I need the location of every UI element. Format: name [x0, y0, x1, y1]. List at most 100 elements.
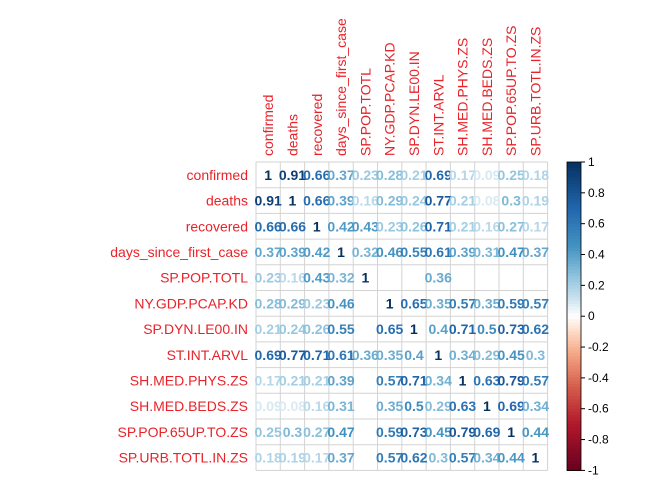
cell-value-label: 0.71: [449, 321, 476, 337]
heatmap-cell: [377, 264, 402, 291]
cell-value-label: 0.4: [404, 347, 424, 363]
colorbar-segment: [567, 347, 581, 351]
column-labels: confirmed deaths recovered days_since_first…: [260, 18, 543, 156]
colorbar-segment: [567, 254, 581, 259]
colorbar-segment: [567, 229, 581, 234]
cell-value-label: 0.37: [522, 244, 549, 260]
colorbar-segment: [567, 362, 581, 367]
cell-value-label: 0.59: [376, 424, 403, 440]
colorbar-tick-label: -0.6: [588, 402, 609, 416]
cell-value-label: 0.3: [429, 450, 449, 466]
colorbar-segment: [567, 408, 581, 413]
row-label: SP.POP.65UP.TO.ZS: [118, 424, 248, 440]
heatmap-cell: [377, 444, 402, 471]
cell-value-label: 0.62: [522, 321, 549, 337]
cell-value-label: 0.21: [303, 372, 330, 388]
colorbar-legend: 1 0.8 0.6 0.4 0.2 0 -0.2 -0.4 -0.6 -0.8 -1: [566, 155, 609, 477]
colorbar-segment: [567, 331, 581, 336]
heatmap-cell: [523, 341, 548, 368]
heatmap-cell: [523, 444, 548, 471]
cell-value-label: 0.69: [473, 424, 500, 440]
heatmap-cell: [426, 162, 451, 188]
heatmap-cell: [304, 213, 329, 240]
colorbar-segment: [567, 377, 581, 382]
colorbar-segment: [567, 192, 581, 197]
cell-value-label: 0.36: [352, 347, 379, 363]
cell-value-label: 0.26: [400, 218, 427, 234]
cell-value-label: 0.69: [255, 347, 282, 363]
heatmap-cell: [474, 239, 499, 265]
colorbar-segment: [567, 300, 581, 305]
colorbar-segment: [567, 232, 581, 237]
heatmap-cell: [523, 367, 548, 394]
cell-value-label: 0.25: [498, 167, 525, 183]
column-label: SP.DYN.LE00.IN: [406, 51, 422, 156]
heatmap-cell: [353, 213, 378, 240]
heatmap-cell: [304, 290, 329, 317]
heatmap-cell: [256, 341, 281, 368]
heatmap-cell: [499, 341, 524, 368]
cell-value-labels: 1 0.910.660.370.230.280.210.690.170.090.2…: [255, 167, 550, 466]
colorbar-segment: [567, 291, 581, 296]
colorbar-segment: [567, 359, 581, 364]
cell-value-label: 0.91: [279, 167, 306, 183]
colorbar-tick-label: 0.6: [588, 217, 605, 231]
heatmap-cell: [474, 367, 499, 394]
row-label: SP.URB.TOTL.IN.ZS: [119, 450, 248, 466]
colorbar-segment: [567, 380, 581, 385]
colorbar-segment: [567, 439, 581, 444]
heatmap-cell: [353, 239, 378, 265]
heatmap-cell: [304, 187, 329, 214]
heatmap-cell: [377, 393, 402, 419]
heatmap-cell: [499, 187, 524, 214]
cell-value-label: 0.25: [255, 424, 282, 440]
heatmap-cell: [304, 341, 329, 368]
cell-value-label: 0.24: [279, 321, 306, 337]
colorbar-segment: [567, 186, 581, 191]
cell-value-label: 0.36: [425, 270, 452, 286]
row-label: ST.INT.ARVL: [167, 347, 249, 363]
cell-value-label: 0.26: [303, 321, 330, 337]
cell-value-label: 0.71: [303, 347, 330, 363]
cell-value-label: 0.91: [255, 193, 282, 209]
heatmap-cell: [499, 367, 524, 394]
cell-value-label: 0.21: [400, 167, 427, 183]
heatmap-cell: [523, 213, 548, 240]
heatmap-cell: [256, 187, 281, 214]
heatmap-cell: [377, 290, 402, 317]
row-label: SP.POP.TOTL: [160, 270, 248, 286]
colorbar-segment: [567, 183, 581, 188]
cell-value-label: 1: [507, 424, 515, 440]
heatmap-cell: [377, 162, 402, 188]
colorbar-segment: [567, 282, 581, 286]
heatmap-cell: [523, 187, 548, 214]
colorbar-tick-label: -0.2: [588, 340, 609, 354]
cell-value-label: 0.18: [255, 450, 282, 466]
cell-value-label: 0.65: [400, 295, 427, 311]
cell-value-label: 0.79: [449, 424, 476, 440]
heatmap-cell: [474, 444, 499, 471]
cell-value-label: 0.19: [279, 450, 306, 466]
colorbar-segment: [567, 266, 581, 271]
colorbar-segment: [567, 162, 581, 166]
cell-value-label: 0.17: [522, 218, 549, 234]
cell-value-label: 0.23: [303, 295, 330, 311]
colorbar-segment: [567, 226, 581, 231]
heatmap-cell: [474, 419, 499, 445]
heatmap-cell: [304, 393, 329, 419]
cell-value-label: 0.3: [283, 424, 303, 440]
colorbar-segment: [567, 217, 581, 222]
heatmap-cell: [523, 239, 548, 265]
cell-value-label: 0.47: [498, 244, 525, 260]
heatmap-cell: [499, 162, 524, 188]
heatmap-cell: [256, 393, 281, 419]
heatmap-cell: [280, 341, 305, 368]
cell-value-label: 0.29: [425, 398, 452, 414]
cell-value-label: 0.63: [449, 398, 476, 414]
heatmap-cell: [523, 316, 548, 342]
heatmap-cell: [280, 239, 305, 265]
heatmap-cell: [401, 367, 427, 394]
colorbar-segment: [567, 451, 581, 456]
colorbar-segment: [567, 325, 581, 330]
